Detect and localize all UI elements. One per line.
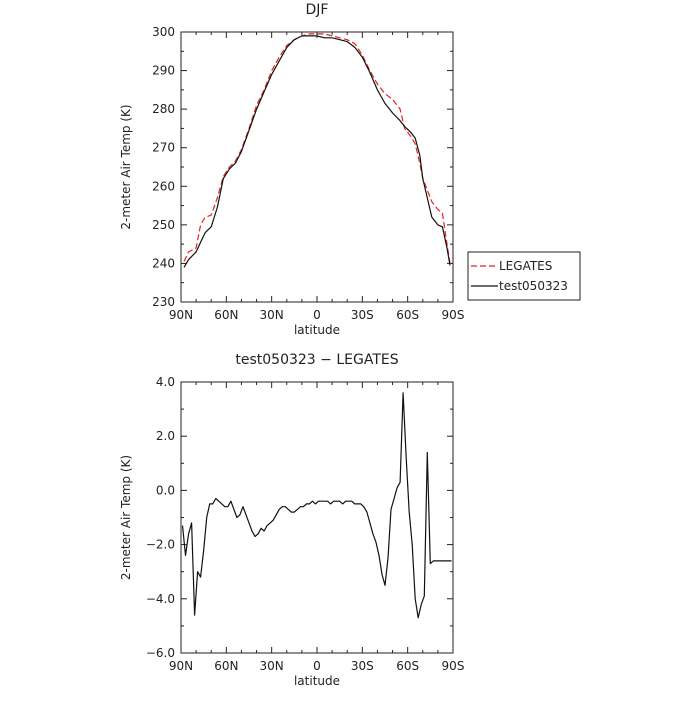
chart-panel-1: 90N 60N 30N 0 30S 60S 90S 230 240 250 260 270 280 290… [119, 2, 581, 337]
x-tick-label: 0 [313, 659, 321, 673]
y-tick-label: 0.0 [156, 483, 175, 497]
x-tick-label: 30S [351, 659, 374, 673]
x-tick-label: 90S [442, 659, 465, 673]
chart-title: test050323 − LEGATES [235, 352, 398, 368]
legend: LEGATES test050323 [467, 251, 581, 301]
y-tick-label: −4.0 [146, 592, 175, 606]
y-axis-label: 2-meter Air Temp (K) [119, 455, 133, 580]
y-tick-label: 260 [152, 179, 175, 193]
y-tick-label: 250 [152, 218, 175, 232]
x-tick-label: 30N [260, 308, 284, 322]
y-tick-label: 4.0 [156, 375, 175, 389]
plot-frame [180, 31, 454, 303]
y-tick-label: 270 [152, 141, 175, 155]
x-tick-label: 90N [169, 659, 193, 673]
legend-box [467, 251, 581, 301]
x-tick-label: 30N [260, 659, 284, 673]
legend-label: test050323 [499, 279, 568, 293]
y-tick-label: 240 [152, 256, 175, 270]
plot-frame [180, 381, 454, 654]
chart-title: DJF [306, 2, 329, 18]
series-line [181, 392, 452, 619]
y-tick-label: 230 [152, 295, 175, 309]
x-tick-label: 60N [214, 308, 238, 322]
x-tick-label: 60S [396, 659, 419, 673]
y-axis-label: 2-meter Air Temp (K) [119, 104, 133, 229]
x-tick-label: 0 [313, 308, 321, 322]
x-tick-label: 90S [442, 308, 465, 322]
y-tick-label: −2.0 [146, 538, 175, 552]
legend-label: LEGATES [499, 259, 552, 273]
x-tick-label: 90N [169, 308, 193, 322]
x-axis-label: latitude [294, 323, 340, 337]
y-tick-label: 280 [152, 102, 175, 116]
series-line-test050323 [183, 35, 451, 268]
x-axis-label: latitude [294, 674, 340, 688]
x-tick-label: 60S [396, 308, 419, 322]
chart-panel-2: 90N 60N 30N 0 30S 60S 90S −6.0 −4.0 −2.0 0.0 2.0 4.0… [119, 352, 464, 688]
y-tick-label: 290 [152, 64, 175, 78]
x-tick-label: 60N [214, 659, 238, 673]
y-tick-label: 300 [152, 25, 175, 39]
y-tick-label: −6.0 [146, 646, 175, 660]
y-tick-label: 2.0 [156, 429, 175, 443]
series-line-legates [183, 33, 451, 264]
x-tick-label: 30S [351, 308, 374, 322]
